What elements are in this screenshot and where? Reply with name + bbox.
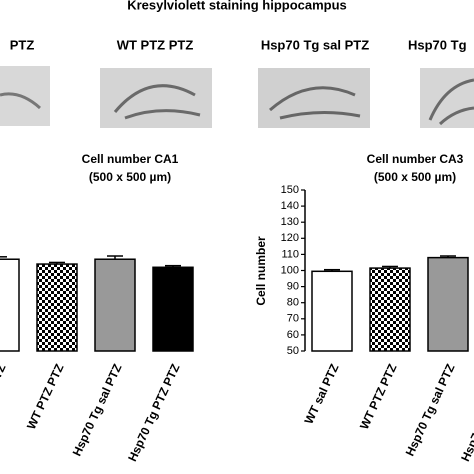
micrographs — [0, 66, 474, 128]
y-tick-label: 140 — [281, 200, 299, 212]
bar — [311, 270, 353, 352]
chart-subtitle: (500 x 500 µm) — [89, 170, 171, 184]
y-tick-label: 50 — [287, 345, 299, 357]
y-tick-label: 130 — [281, 216, 299, 228]
chart-title: Cell number CA3 — [367, 152, 464, 166]
bar — [152, 266, 194, 352]
x-tick-label: Hsp70 Tg PTZ PTZ — [125, 362, 182, 464]
y-tick-label: 110 — [281, 248, 299, 260]
x-tick-label: WT sal PTZ — [0, 362, 9, 427]
x-tick-label: Hsp70 Tg sal PTZ — [403, 362, 458, 459]
x-tick-label: Hsp70 Tg PTZ PTZ — [458, 362, 474, 464]
x-tick-label: WT PTZ PTZ — [357, 362, 400, 432]
x-tick-label: WT PTZ PTZ — [24, 362, 67, 432]
bar — [94, 258, 136, 352]
x-tick-label: Hsp70 Tg sal PTZ — [70, 362, 125, 459]
image-label: Hsp70 Tg sal PTZ — [261, 37, 369, 52]
y-tick-label: 60 — [287, 329, 299, 341]
y-tick-label: 70 — [287, 313, 299, 325]
y-axis-label: Cell number — [254, 236, 268, 306]
y-tick-label: 80 — [287, 297, 299, 309]
y-tick-label: 120 — [281, 232, 299, 244]
chart-title: Cell number CA1 — [82, 152, 179, 166]
bar — [36, 263, 78, 352]
y-tick-label: 150 — [281, 184, 299, 196]
image-label: Hsp70 Tg — [408, 37, 467, 52]
x-tick-label: WT sal PTZ — [302, 362, 342, 427]
chart-subtitle: (500 x 500 µm) — [374, 170, 456, 184]
y-tick-label: 100 — [281, 264, 299, 276]
image-label: WT PTZ PTZ — [117, 37, 194, 52]
bar — [369, 267, 411, 352]
bar — [0, 258, 20, 352]
y-tick-label: 90 — [287, 281, 299, 293]
image-label: PTZ — [10, 37, 35, 52]
figure-title: Kresylviolett staining hippocampus — [127, 0, 347, 12]
bar — [427, 256, 469, 352]
